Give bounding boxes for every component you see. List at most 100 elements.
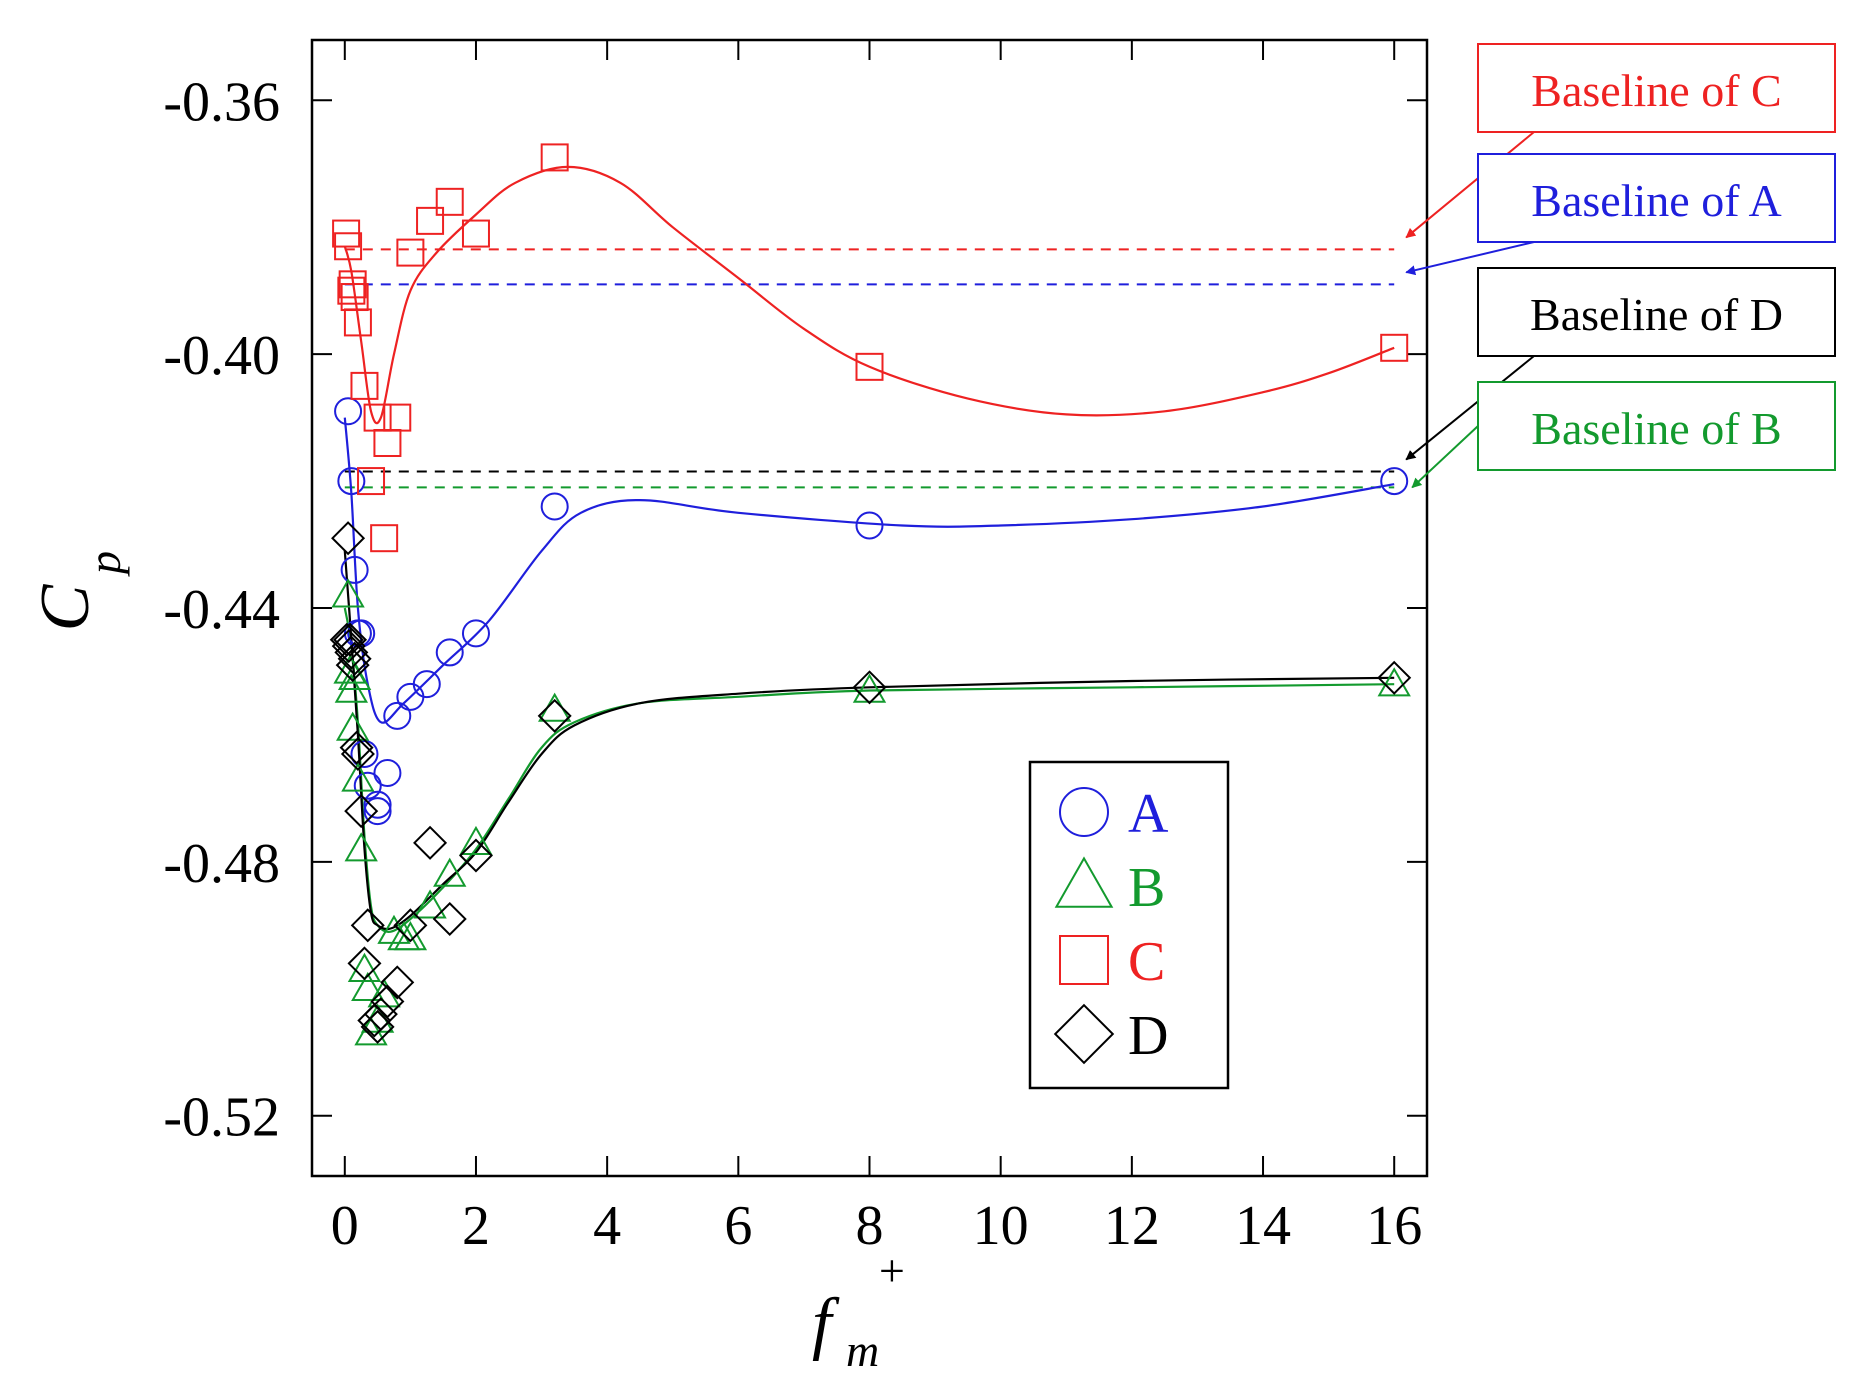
data-point-d xyxy=(339,730,374,765)
legend-frame xyxy=(1028,760,1230,1090)
callout-label-d: Baseline of D xyxy=(1530,289,1783,340)
callout-arrow-a xyxy=(1405,241,1535,276)
data-point-a xyxy=(855,511,884,540)
data-point-d xyxy=(340,736,375,771)
plot-area-frame xyxy=(310,38,1429,1178)
data-point-d xyxy=(334,635,369,670)
data-point-a xyxy=(435,638,464,667)
callout-box-a xyxy=(1477,153,1836,243)
data-point-b xyxy=(459,825,493,856)
y-tick-label: -0.40 xyxy=(163,325,280,387)
fit-curve-c xyxy=(343,165,1395,425)
legend-label-b: B xyxy=(1128,857,1165,919)
data-point-a xyxy=(412,670,441,699)
data-point-b xyxy=(377,914,411,944)
data-point-d xyxy=(335,648,370,683)
data-point-d xyxy=(347,946,382,981)
data-point-d xyxy=(852,670,887,705)
y-tick-label: -0.48 xyxy=(163,833,280,895)
x-tick-label: 10 xyxy=(973,1195,1029,1257)
fit-curve-d xyxy=(343,550,1395,931)
data-point-d xyxy=(1377,660,1412,695)
x-tick-label: 0 xyxy=(331,1195,359,1257)
data-point-c xyxy=(855,352,884,381)
data-point-c xyxy=(334,232,363,261)
y-axis-title-main: C xyxy=(27,583,104,631)
data-point-d xyxy=(344,794,379,829)
x-axis-title-main: f xyxy=(812,1285,840,1362)
x-axis-title: f m + xyxy=(812,1245,907,1376)
x-tick-label: 16 xyxy=(1366,1195,1422,1257)
data-point-a xyxy=(1380,467,1409,496)
fit-curve-a xyxy=(343,417,1395,724)
data-point-b xyxy=(413,889,447,919)
data-point-a xyxy=(363,790,392,819)
data-point-d xyxy=(350,908,385,943)
data-point-c xyxy=(416,206,445,235)
data-point-b xyxy=(1377,667,1411,697)
data-point-c xyxy=(370,524,399,553)
legend-marker-b xyxy=(1054,856,1114,908)
legend-marker-d xyxy=(1053,1003,1115,1065)
data-point-d xyxy=(337,641,372,676)
y-axis-title-sub: p xyxy=(79,551,130,577)
data-point-d xyxy=(331,521,366,556)
data-points xyxy=(329,143,1412,1046)
data-point-c xyxy=(461,219,490,248)
data-point-c xyxy=(383,403,412,432)
data-point-a xyxy=(337,467,366,496)
baseline-lines xyxy=(344,248,1395,489)
data-point-c xyxy=(396,238,425,267)
data-point-b xyxy=(344,832,378,862)
callout-box-b xyxy=(1477,381,1836,471)
callout-box-d xyxy=(1477,267,1836,357)
data-point-b xyxy=(393,921,428,951)
callout-arrow-d xyxy=(1405,355,1535,461)
data-point-d xyxy=(537,698,572,733)
legend-label-c: C xyxy=(1128,931,1165,993)
axis-ticks: 0 2 4 6 8 10 12 14 16 -0.36 -0.40 -0.44 -0.48 -0.52 xyxy=(163,40,1427,1257)
callout-label-a: Baseline of A xyxy=(1531,175,1781,226)
data-point-a xyxy=(340,555,369,584)
data-point-c xyxy=(343,308,372,337)
data-point-b xyxy=(341,762,375,792)
data-point-d xyxy=(363,997,398,1032)
y-tick-label: -0.52 xyxy=(163,1087,280,1149)
fit-curves xyxy=(343,165,1395,933)
legend-marker-a xyxy=(1059,787,1109,837)
data-point-d xyxy=(333,622,368,657)
data-point-d xyxy=(413,825,448,860)
y-tick-label: -0.36 xyxy=(163,71,280,133)
data-point-b xyxy=(351,971,385,1001)
callout-arrow-c xyxy=(1405,131,1535,239)
legend-label-a: A xyxy=(1128,783,1169,845)
data-point-d xyxy=(393,908,428,943)
data-point-b xyxy=(433,857,467,887)
data-point-b xyxy=(335,711,370,741)
data-point-b xyxy=(538,692,572,722)
callout-label-c: Baseline of C xyxy=(1531,65,1781,116)
data-point-a xyxy=(461,619,490,648)
data-point-c xyxy=(363,403,392,432)
data-point-c xyxy=(1380,333,1409,362)
data-point-a xyxy=(373,759,402,788)
data-point-c xyxy=(540,143,569,172)
data-point-c xyxy=(357,467,386,496)
x-axis-title-sup: + xyxy=(876,1245,907,1296)
x-axis-title-sub: m xyxy=(846,1325,879,1376)
data-point-a xyxy=(334,397,363,426)
y-axis-title: C p xyxy=(27,551,130,631)
callout-label-b: Baseline of B xyxy=(1531,403,1781,454)
x-tick-label: 8 xyxy=(856,1195,884,1257)
data-point-b xyxy=(331,578,365,608)
fit-curve-b xyxy=(343,607,1395,933)
x-tick-label: 6 xyxy=(724,1195,752,1257)
x-tick-label: 12 xyxy=(1104,1195,1160,1257)
data-point-a xyxy=(353,771,382,800)
legend-label-d: D xyxy=(1128,1005,1168,1067)
baseline-callouts: Baseline of C Baseline of A Baseline of D B… xyxy=(1405,43,1836,489)
callout-arrow-b xyxy=(1411,425,1479,489)
x-tick-label: 2 xyxy=(462,1195,490,1257)
data-point-d xyxy=(432,901,467,936)
